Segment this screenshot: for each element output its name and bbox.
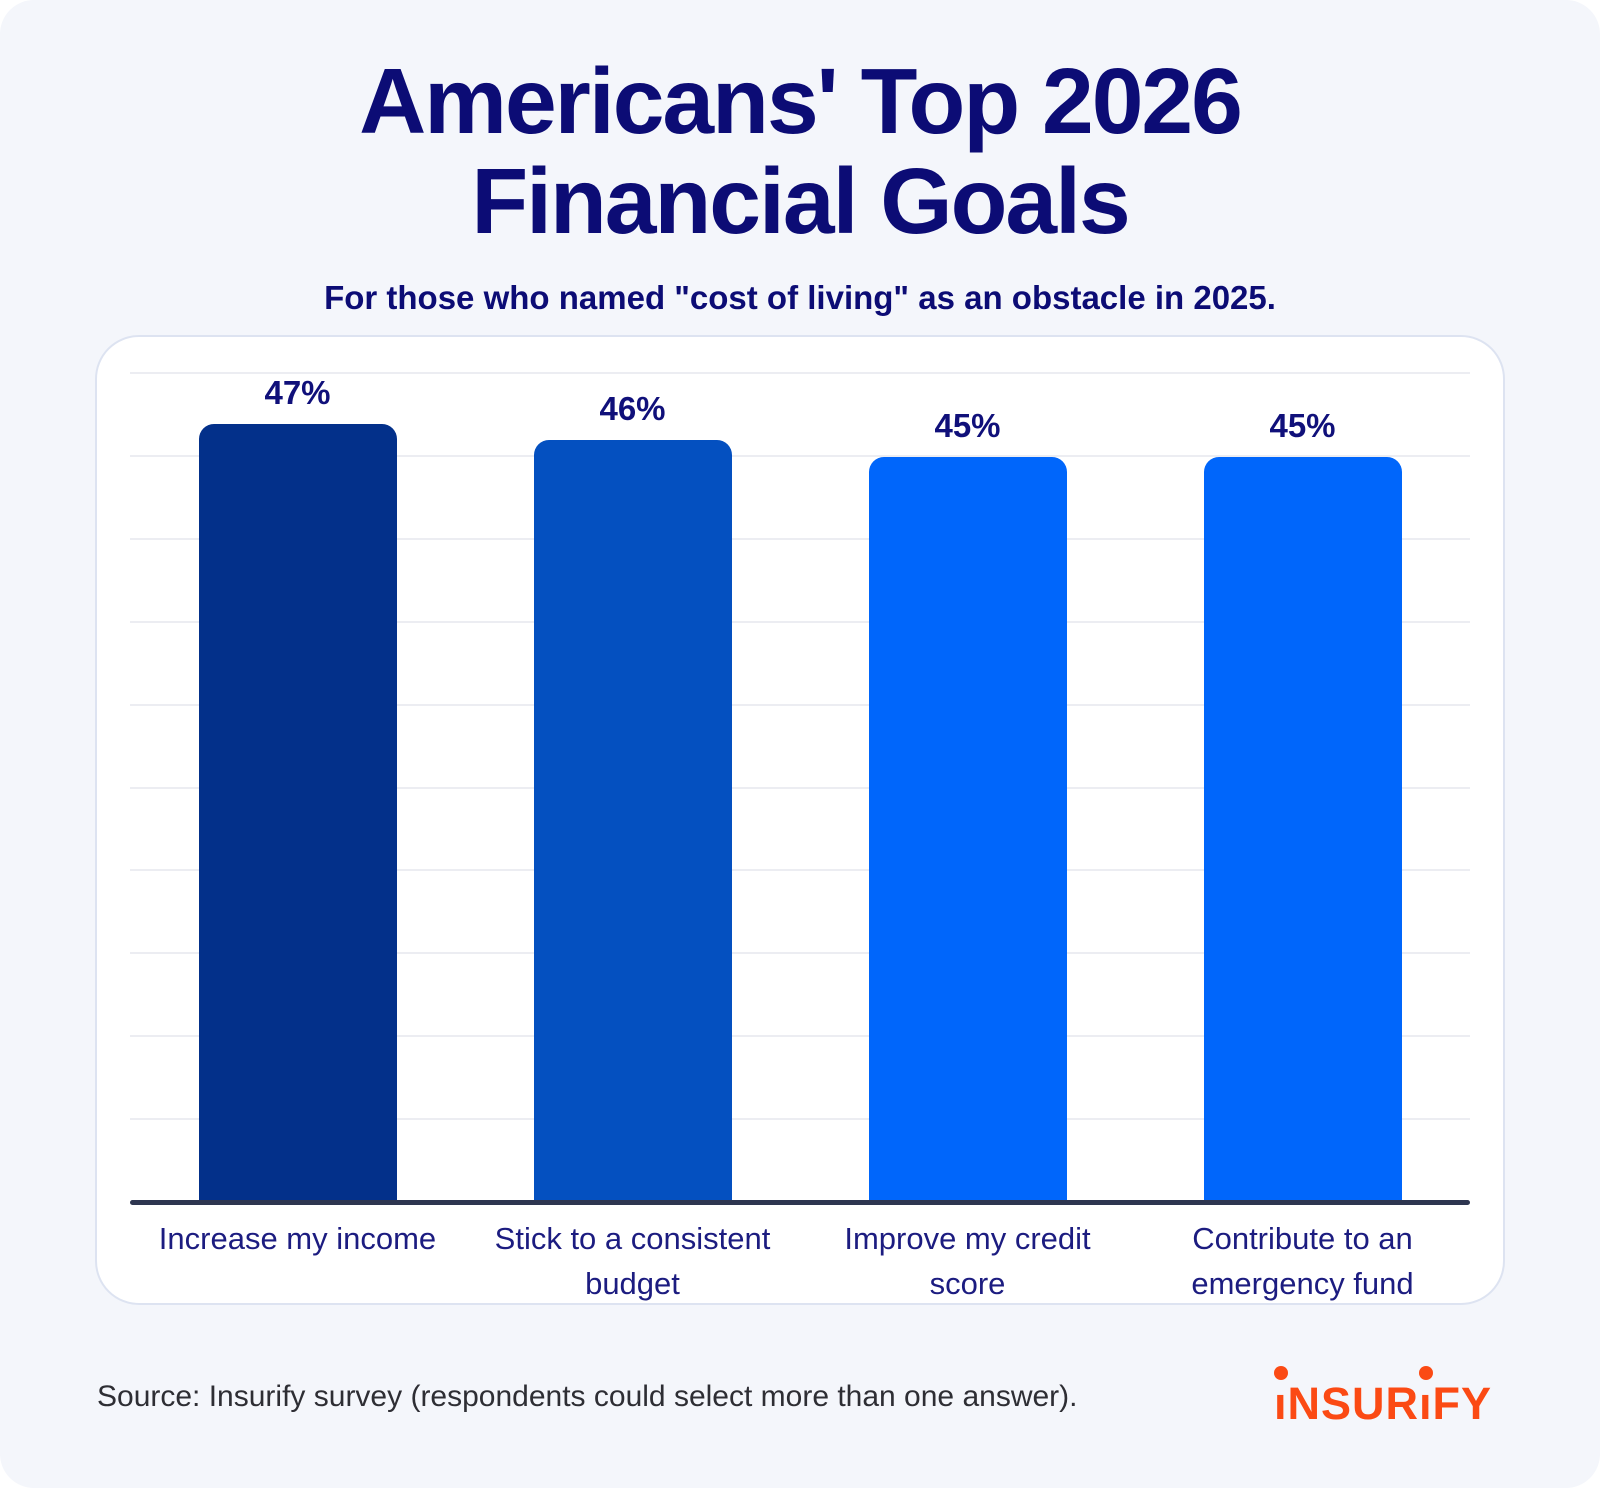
bar-slot: 46% (465, 374, 800, 1203)
gridline (130, 454, 1470, 457)
bar (1203, 456, 1402, 1203)
x-axis-label: Contribute to an emergency fund (1191, 1221, 1414, 1301)
logo-letter: Y (1460, 1378, 1492, 1429)
gridline (130, 537, 1470, 540)
bar (198, 423, 397, 1203)
logo-letter: ı (1273, 1378, 1288, 1429)
chart-card: 47% 46% 45% 45% Increase my income Stick to … (95, 335, 1505, 1305)
gridline (130, 786, 1470, 789)
chart-plot-area: 47% 46% 45% 45% (130, 372, 1470, 1205)
gridline (130, 952, 1470, 955)
bar-group: 47% 46% 45% 45% (130, 374, 1470, 1203)
logo-letter: U (1351, 1378, 1386, 1429)
gridline (130, 1035, 1470, 1038)
gridline (130, 703, 1470, 706)
x-axis-label: Improve my credit score (844, 1221, 1091, 1301)
page-subtitle: For those who named "cost of living" as … (324, 279, 1276, 316)
gridline (130, 620, 1470, 623)
bar-slot: 45% (800, 374, 1135, 1203)
bar-value-label: 47% (264, 373, 331, 411)
bar-slot: 47% (130, 374, 465, 1203)
gridline (130, 372, 1470, 374)
source-note: Source: Insurify survey (respondents cou… (97, 1380, 1078, 1413)
logo-letter: R (1385, 1378, 1419, 1429)
x-axis-label: Increase my income (158, 1221, 437, 1256)
insurify-logo: ıNSURıFY (1274, 1381, 1492, 1426)
bar-value-label: 45% (934, 406, 1001, 444)
page-title: Americans' Top 2026 Financial Goals (359, 49, 1243, 253)
bar (533, 440, 732, 1203)
bar-value-label: 45% (1269, 406, 1336, 444)
bar (868, 456, 1067, 1203)
logo-letter: ı (1418, 1378, 1433, 1429)
logo-letter: N (1287, 1378, 1321, 1429)
logo-letter: F (1432, 1378, 1461, 1429)
gridline (130, 1118, 1470, 1121)
x-axis-labels: Increase my income Stick to a consistent … (130, 1207, 1470, 1301)
bar-slot: 45% (1135, 374, 1470, 1203)
x-axis-line (130, 1200, 1470, 1205)
gridline (130, 869, 1470, 872)
bar-value-label: 46% (599, 390, 666, 428)
x-axis-label: Stick to a consistent budget (494, 1221, 771, 1301)
logo-letter: S (1320, 1378, 1352, 1429)
